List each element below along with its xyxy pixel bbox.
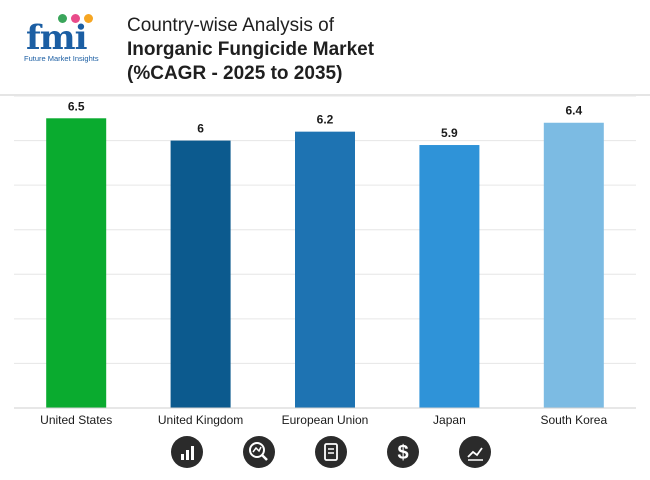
data-label: 5.9 [441, 126, 458, 140]
chart-title: Country-wise Analysis of Inorganic Fungi… [127, 14, 374, 86]
data-label: 6.2 [317, 113, 334, 127]
x-tick-label: United Kingdom [158, 413, 243, 427]
data-label: 6 [197, 122, 204, 136]
bar [170, 140, 231, 409]
dollar-icon: $ [387, 436, 419, 468]
bar-chart: 6.5 United States 6 United Kingdom 6.2 Europe… [14, 96, 636, 427]
bar [46, 118, 107, 409]
x-tick-label: Japan [433, 413, 466, 427]
x-tick-label: South Korea [540, 413, 607, 427]
title-line-3: (%CAGR - 2025 to 2035) [127, 63, 343, 84]
logo-wordmark: fmi [26, 18, 88, 58]
data-label: 6.5 [68, 99, 85, 113]
logo-dot [71, 14, 80, 23]
footer-icons: $ [0, 434, 650, 474]
header: fmi Future Market Insights Country-wise … [0, 0, 650, 94]
title-line-2: Inorganic Fungicide Market [127, 39, 375, 60]
logo-dot [58, 14, 67, 23]
document-icon [315, 436, 347, 468]
svg-text:$: $ [397, 442, 408, 464]
logo-subtitle: Future Market Insights [24, 54, 99, 63]
x-tick-label: United States [40, 413, 112, 427]
logo-dot [84, 14, 93, 23]
magnifier-chart-icon [243, 436, 275, 468]
line-chart-icon [459, 436, 491, 468]
fmi-logo: fmi Future Market Insights [22, 10, 106, 66]
bar-chart-icon [171, 436, 203, 468]
x-tick-label: European Union [282, 413, 369, 427]
bar [419, 145, 480, 408]
bar [295, 131, 355, 408]
title-line-1: Country-wise Analysis of [127, 15, 334, 36]
data-label: 6.4 [565, 104, 582, 118]
header-divider [0, 94, 650, 96]
bar [543, 122, 604, 408]
